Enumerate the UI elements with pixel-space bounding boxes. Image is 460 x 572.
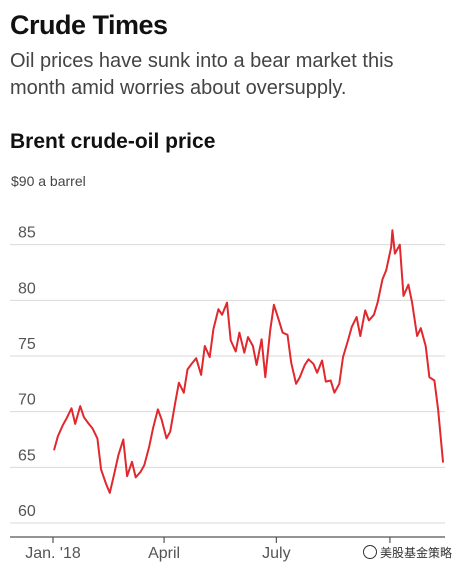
- x-ticks: Jan. '18 April July: [25, 537, 391, 562]
- watermark-text: 美股基金策略: [379, 546, 452, 560]
- y-tick-label: 60: [18, 503, 36, 520]
- y-tick-label: 80: [18, 280, 36, 297]
- page-subtitle: Oil prices have sunk into a bear market …: [10, 50, 394, 99]
- y-tick-label: 65: [18, 447, 36, 464]
- x-tick-label: Jan. '18: [25, 545, 81, 562]
- chart-title: Brent crude-oil price: [10, 130, 216, 153]
- y-unit-label: $90 a barrel: [11, 173, 86, 189]
- x-tick-label: July: [262, 545, 290, 562]
- watermark: 美股基金策略: [362, 544, 452, 561]
- brent-price-line: [53, 229, 444, 494]
- x-tick-label: April: [148, 545, 180, 562]
- y-tick-label: 70: [18, 392, 36, 409]
- grid-lines: [10, 244, 445, 524]
- page-title: Crude Times: [10, 10, 168, 40]
- y-tick-label: 85: [18, 225, 36, 242]
- wechat-icon: [362, 545, 377, 559]
- y-tick-label: 75: [18, 336, 36, 353]
- y-tick-labels: 85 80 75 70 65 60: [18, 225, 36, 520]
